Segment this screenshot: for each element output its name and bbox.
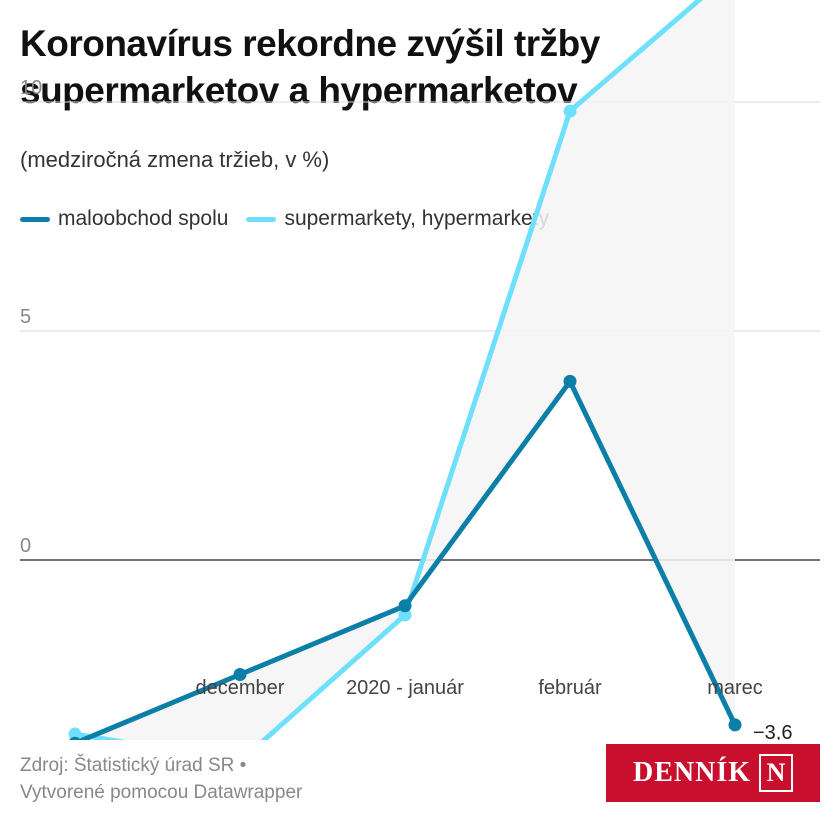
legend-label-supermarkety: supermarkety, hypermarkety bbox=[284, 207, 549, 230]
x-tick-label: marec bbox=[707, 677, 763, 699]
logo-text: DENNÍK bbox=[632, 757, 751, 788]
chart-title: Koronavírus rekordne zvýšil tržby superm… bbox=[20, 23, 600, 111]
legend: maloobchod spolu supermarkety, hypermark… bbox=[20, 206, 567, 232]
logo-mark: N bbox=[759, 754, 793, 792]
legend-swatch-supermarkety bbox=[246, 216, 277, 222]
dennik-n-logo: DENNÍK N bbox=[606, 744, 820, 802]
legend-swatch-maloobchod bbox=[20, 216, 50, 222]
data-point bbox=[398, 599, 412, 613]
legend-label-maloobchod: maloobchod spolu bbox=[58, 207, 229, 230]
data-point bbox=[728, 718, 742, 732]
y-tick-label: 5 bbox=[20, 306, 31, 328]
legend-item-maloobchod: maloobchod spolu bbox=[20, 207, 228, 231]
x-tick-label: február bbox=[538, 677, 602, 699]
x-tick-label: december bbox=[196, 677, 285, 699]
data-point bbox=[398, 608, 412, 622]
data-point bbox=[563, 104, 577, 118]
data-point bbox=[68, 727, 82, 740]
footer-credit: Vytvorené pomocou Datawrapper bbox=[20, 782, 303, 803]
data-point bbox=[233, 668, 247, 681]
footer: Zdroj: Štatistický úrad SR • Vytvorené p… bbox=[20, 752, 302, 806]
range-area bbox=[75, 0, 735, 740]
chart-subtitle: (medziročná zmena tržieb, v %) bbox=[20, 147, 330, 172]
data-point bbox=[563, 374, 577, 388]
footer-source: Zdroj: Štatistický úrad SR • bbox=[20, 755, 247, 776]
data-point bbox=[69, 736, 81, 740]
x-tick-label: 2020 - január bbox=[346, 677, 464, 699]
end-label-maloobchod: −3,6 bbox=[753, 722, 792, 740]
y-tick-label: 10 bbox=[20, 77, 42, 99]
y-tick-label: 0 bbox=[20, 535, 31, 557]
legend-item-supermarkety: supermarkety, hypermarkety bbox=[246, 207, 549, 231]
